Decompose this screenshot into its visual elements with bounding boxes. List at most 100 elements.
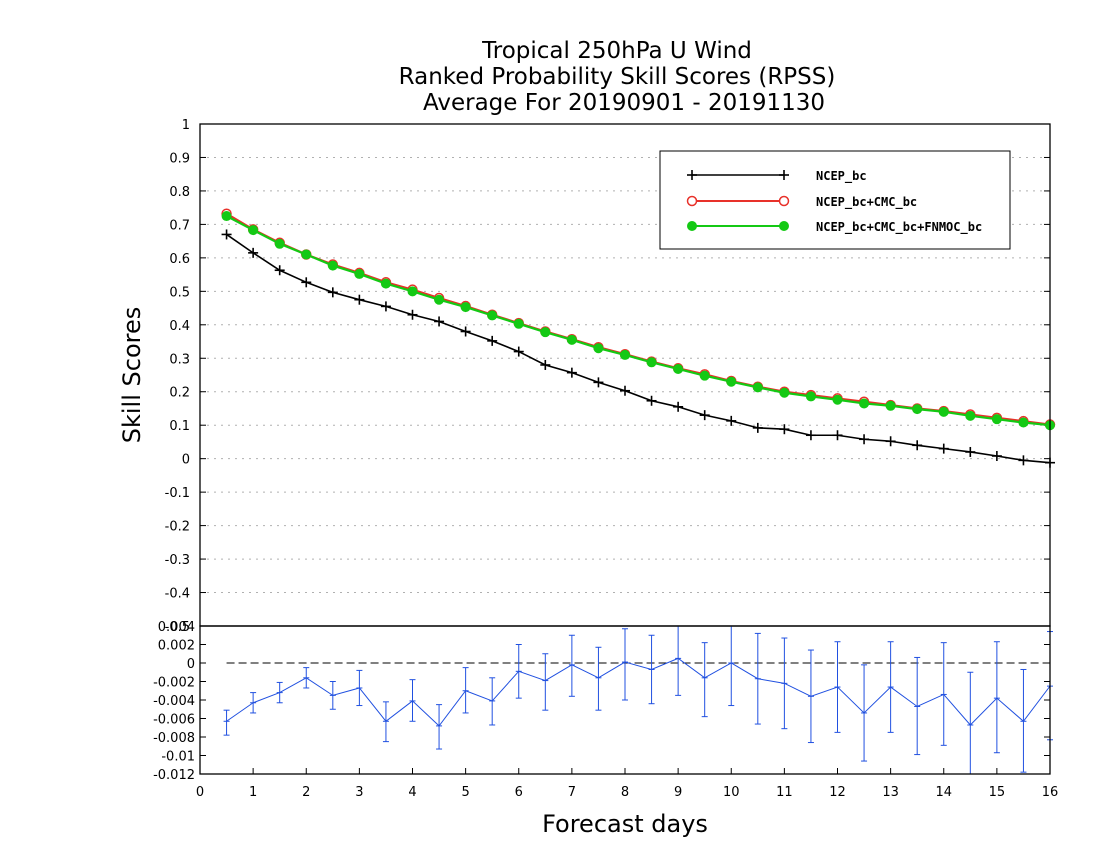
bottom-y-tick-labels: 0.004 0.002 0 -0.002 -0.004 -0.006 -0.008 -0.01… <box>153 620 195 783</box>
point-ncep <box>487 335 498 346</box>
point-ncep-cmc-fnmoc <box>965 410 976 421</box>
chart-title-line3: Average For 20190901 - 20191130 <box>423 90 825 116</box>
legend: NCEP_bc NCEP_bc+CMC_bc NCEP_bc+CMC_bc+FN… <box>659 150 1011 250</box>
point-ncep-cmc-fnmoc <box>752 382 763 393</box>
point-ncep-cmc-fnmoc <box>620 349 630 360</box>
point-ncep-cmc-fnmoc <box>726 376 737 387</box>
point-ncep <box>513 346 524 357</box>
point-ncep-cmc-fnmoc <box>407 286 418 297</box>
bottom-y-tick-label: -0.006 <box>153 713 195 728</box>
bottom-series <box>223 626 1053 774</box>
point-ncep <box>938 443 949 454</box>
x-tick-label: 2 <box>302 785 310 800</box>
point-ncep-cmc-fnmoc <box>460 302 471 313</box>
difference-line <box>226 657 1051 727</box>
legend-sample-2 <box>686 195 790 207</box>
y-axis-label: Skill Scores <box>118 307 146 444</box>
error-bar <box>675 626 682 696</box>
top-y-tick-label: 1 <box>182 118 190 133</box>
point-ncep <box>859 434 870 445</box>
top-y-tick-label: -0.2 <box>165 520 190 535</box>
top-y-tick-label: -0.5 <box>165 620 190 635</box>
bottom-y-tick-label: -0.012 <box>153 768 195 783</box>
point-ncep-cmc-fnmoc <box>699 370 710 381</box>
x-tick-label: 0 <box>196 785 204 800</box>
point-ncep-cmc-fnmoc <box>593 343 604 354</box>
bottom-y-tick-label: -0.01 <box>161 750 195 765</box>
x-tick-label: 10 <box>723 785 740 800</box>
point-ncep <box>991 450 1002 461</box>
point-ncep-cmc-fnmoc <box>859 398 870 409</box>
point-ncep <box>274 265 285 276</box>
point-ncep-cmc-fnmoc <box>327 260 338 271</box>
point-ncep <box>699 410 710 421</box>
point-ncep-cmc-fnmoc <box>805 391 816 402</box>
point-ncep-cmc-fnmoc <box>566 334 577 345</box>
bottom-y-tick-label: 0.002 <box>158 639 195 654</box>
top-y-tick-label: 0.5 <box>169 285 190 300</box>
point-ncep <box>327 287 338 298</box>
error-bar <box>701 642 708 718</box>
point-ncep <box>248 247 259 258</box>
legend-sample-3 <box>687 221 789 231</box>
error-bar <box>595 646 602 711</box>
legend-label-ncep-cmc-fnmoc: NCEP_bc+CMC_bc+FNMOC_bc <box>816 220 982 235</box>
bottom-y-tick-label: 0.004 <box>158 620 195 635</box>
top-y-tick-label: 0.7 <box>169 218 190 233</box>
x-tick-label: 3 <box>355 785 363 800</box>
top-y-tick-label: 0.2 <box>169 386 190 401</box>
point-ncep <box>912 440 923 451</box>
point-ncep-cmc-fnmoc <box>513 318 524 329</box>
point-ncep <box>540 359 551 370</box>
top-y-tick-label: -0.4 <box>165 587 190 602</box>
point-ncep <box>779 424 790 435</box>
error-bar <box>622 628 628 701</box>
point-ncep-cmc-fnmoc <box>487 310 498 321</box>
x-tick-label: 7 <box>568 785 576 800</box>
point-ncep-cmc-fnmoc <box>434 294 445 305</box>
point-ncep-cmc-fnmoc <box>646 357 657 368</box>
top-y-tick-label: 0.4 <box>169 319 190 334</box>
point-ncep <box>301 277 312 288</box>
point-ncep-cmc-fnmoc <box>1018 417 1029 428</box>
top-y-tick-label: -0.1 <box>165 486 190 501</box>
point-ncep <box>221 229 232 240</box>
bottom-y-tick-label: -0.004 <box>153 694 195 709</box>
point-ncep-cmc-fnmoc <box>540 327 551 338</box>
x-tick-label: 8 <box>621 785 629 800</box>
point-ncep <box>646 395 657 406</box>
point-ncep-cmc-fnmoc <box>832 394 843 405</box>
error-bar <box>568 634 575 697</box>
x-tick-labels: 0 1 2 3 4 5 6 7 8 9 10 11 12 13 14 15 16 <box>196 768 1058 800</box>
x-axis-label: Forecast days <box>542 810 708 838</box>
error-bar <box>436 704 443 750</box>
x-tick-label: 6 <box>515 785 523 800</box>
x-tick-label: 14 <box>935 785 952 800</box>
top-y-tick-labels: 1 0.9 0.8 0.7 0.6 0.5 0.4 0.3 0.2 0.1 0 -0.1 -0.2 -0.… <box>165 118 190 635</box>
chart-title-line1: Tropical 250hPa U Wind <box>481 38 752 64</box>
top-y-tick-label: 0.3 <box>169 352 190 367</box>
top-y-tick-label: 0.9 <box>169 151 190 166</box>
legend-label-ncep-cmc: NCEP_bc+CMC_bc <box>816 195 917 210</box>
error-bar <box>993 641 1000 754</box>
point-ncep <box>620 385 630 396</box>
point-ncep-cmc-fnmoc <box>248 225 259 236</box>
point-ncep <box>460 326 471 337</box>
point-ncep-cmc-fnmoc <box>274 238 285 249</box>
error-bar <box>967 671 974 774</box>
error-bar <box>223 709 230 736</box>
bottom-y-tick-label: 0 <box>187 657 195 672</box>
point-ncep <box>832 430 843 441</box>
top-series <box>221 208 1056 468</box>
point-ncep <box>354 294 365 305</box>
legend-label-ncep: NCEP_bc <box>816 169 867 184</box>
top-y-tick-label: 0.1 <box>169 419 190 434</box>
point-ncep-cmc-fnmoc <box>938 406 949 417</box>
top-y-tick-label: 0 <box>182 453 190 468</box>
point-ncep <box>566 367 577 378</box>
x-tick-label: 11 <box>776 785 793 800</box>
point-ncep <box>434 316 445 327</box>
legend-sample-1 <box>687 170 789 180</box>
x-tick-label: 4 <box>408 785 416 800</box>
point-ncep-cmc-fnmoc <box>912 404 923 415</box>
